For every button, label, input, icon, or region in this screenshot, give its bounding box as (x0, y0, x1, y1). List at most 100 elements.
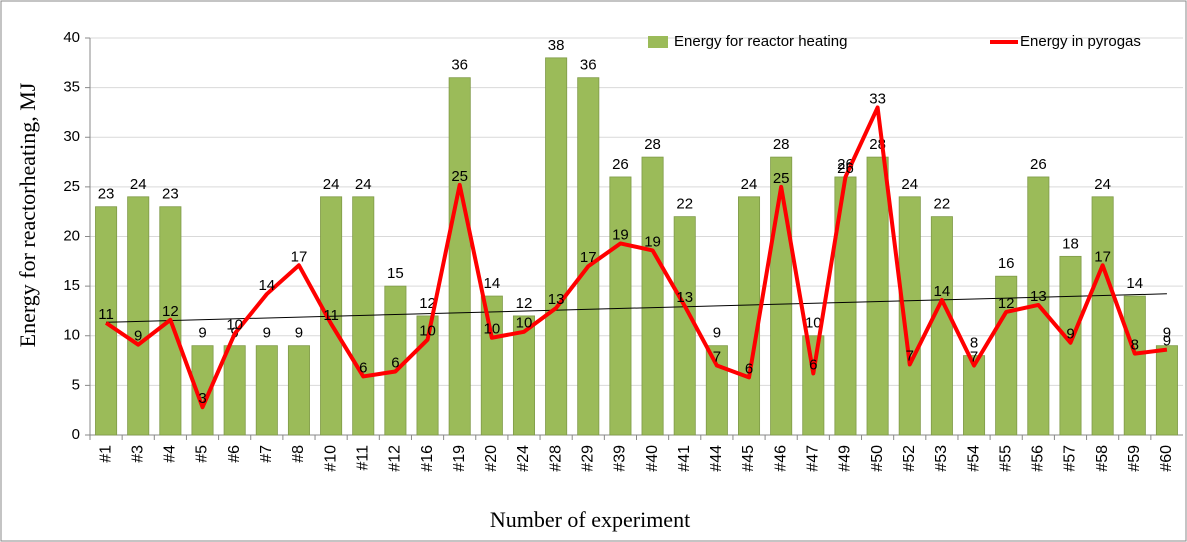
bar-value-label: 36 (580, 57, 597, 74)
x-tick-label: #11 (354, 445, 371, 471)
line (104, 105, 1168, 410)
x-tick-label: #41 (676, 445, 693, 472)
line-value-label: 25 (451, 168, 468, 185)
x-tick-label: #19 (451, 445, 468, 472)
line-value-label: 12 (998, 295, 1015, 312)
line-value-label: 10 (516, 315, 533, 332)
bar-value-label: 22 (934, 196, 951, 213)
x-tick-label: #49 (837, 445, 854, 472)
x-tick-label: #10 (322, 445, 339, 472)
x-tick-label: #5 (194, 445, 211, 463)
line-value-label: 9 (1066, 326, 1074, 343)
bar-value-label: 9 (1163, 325, 1171, 342)
trend-line (106, 293, 1167, 323)
bar-value-label: 8 (970, 335, 978, 352)
line-value-label: 6 (809, 356, 817, 373)
line-value-label: 11 (98, 306, 114, 323)
bar (1155, 345, 1178, 436)
line-value-label: 17 (291, 248, 308, 265)
x-tick-label: #4 (162, 445, 179, 463)
x-tick-label: #12 (387, 445, 404, 472)
bar (287, 345, 310, 436)
line-value-label: 17 (580, 249, 597, 266)
bar-value-label: 26 (1030, 156, 1047, 173)
bar (223, 345, 246, 436)
y-tick-label: 10 (63, 327, 80, 344)
line-value-label: 11 (323, 307, 339, 324)
x-tick-label: #58 (1094, 445, 1111, 472)
x-tick-label: #55 (997, 445, 1014, 472)
bar-value-label: 12 (516, 295, 533, 312)
x-tick-label: #60 (1158, 445, 1175, 472)
x-tick-label: #6 (226, 445, 243, 463)
legend-swatch (648, 36, 668, 48)
bar-value-label: 12 (419, 295, 436, 312)
x-tick-label: #54 (965, 445, 982, 472)
x-tick-label: #39 (612, 445, 629, 472)
line-value-label: 14 (258, 277, 275, 294)
line-value-label: 19 (644, 233, 661, 250)
line-value-label: 17 (1094, 248, 1111, 265)
bar-value-label: 38 (548, 37, 565, 54)
bar (1091, 196, 1114, 436)
legend-label: Energy for reactor heating (674, 33, 847, 50)
bar (448, 77, 471, 436)
bar-value-label: 9 (295, 325, 303, 342)
x-tick-label: #24 (515, 445, 532, 472)
bar-value-label: 23 (162, 186, 179, 203)
bar-value-label: 28 (773, 136, 790, 153)
line-value-label: 12 (162, 303, 179, 320)
x-tick-label: #16 (419, 445, 436, 472)
line-value-label: 6 (359, 359, 367, 376)
x-tick-label: #3 (129, 445, 146, 463)
line-value-label: 33 (869, 90, 886, 107)
y-tick-label: 15 (63, 277, 80, 294)
bar-value-label: 24 (323, 176, 340, 193)
x-tick-label: #52 (901, 445, 918, 472)
line-value-label: 8 (1131, 337, 1139, 354)
line-value-label: 14 (934, 283, 951, 300)
y-tick-label: 30 (63, 128, 80, 145)
bar-value-label: 28 (644, 136, 661, 153)
x-tick-label: #28 (547, 445, 564, 472)
x-tick-label: #46 (772, 445, 789, 472)
line-value-label: 19 (612, 226, 629, 243)
x-tick-label: #53 (933, 445, 950, 472)
x-tick-label: #45 (740, 445, 757, 472)
bar (191, 345, 214, 436)
bar-value-label: 9 (263, 325, 271, 342)
bar-value-label: 9 (713, 325, 721, 342)
bar (898, 196, 921, 436)
x-tick-label: #7 (258, 445, 275, 463)
bar-value-label: 24 (741, 176, 758, 193)
bar (127, 196, 150, 436)
bar-value-label: 24 (130, 176, 147, 193)
bar (641, 156, 664, 436)
x-tick-label: #59 (1126, 445, 1143, 472)
bar (609, 176, 632, 436)
x-tick-label: #44 (708, 445, 725, 472)
y-tick-label: 40 (63, 29, 80, 46)
bar-value-label: 26 (612, 156, 629, 173)
bar (1123, 295, 1146, 436)
line-value-label: 7 (970, 348, 978, 365)
x-tick-label: #1 (97, 445, 114, 463)
line-value-label: 26 (837, 160, 854, 177)
bar (480, 295, 503, 436)
y-axis-title: Energy for reactorheating, MJ (15, 82, 40, 347)
line-value-label: 6 (391, 354, 399, 371)
bar (963, 355, 986, 436)
y-tick-label: 35 (63, 79, 80, 96)
x-axis-title: Number of experiment (490, 507, 690, 532)
line-value-label: 3 (198, 390, 206, 407)
bar-value-label: 24 (355, 176, 372, 193)
line-value-label: 10 (226, 317, 243, 334)
legend-label: Energy in pyrogas (1020, 33, 1141, 50)
line-value-label: 10 (419, 323, 436, 340)
bar (866, 156, 889, 436)
bar (930, 216, 953, 436)
bar (673, 216, 696, 436)
bar (95, 206, 118, 436)
y-tick-label: 20 (63, 227, 80, 244)
